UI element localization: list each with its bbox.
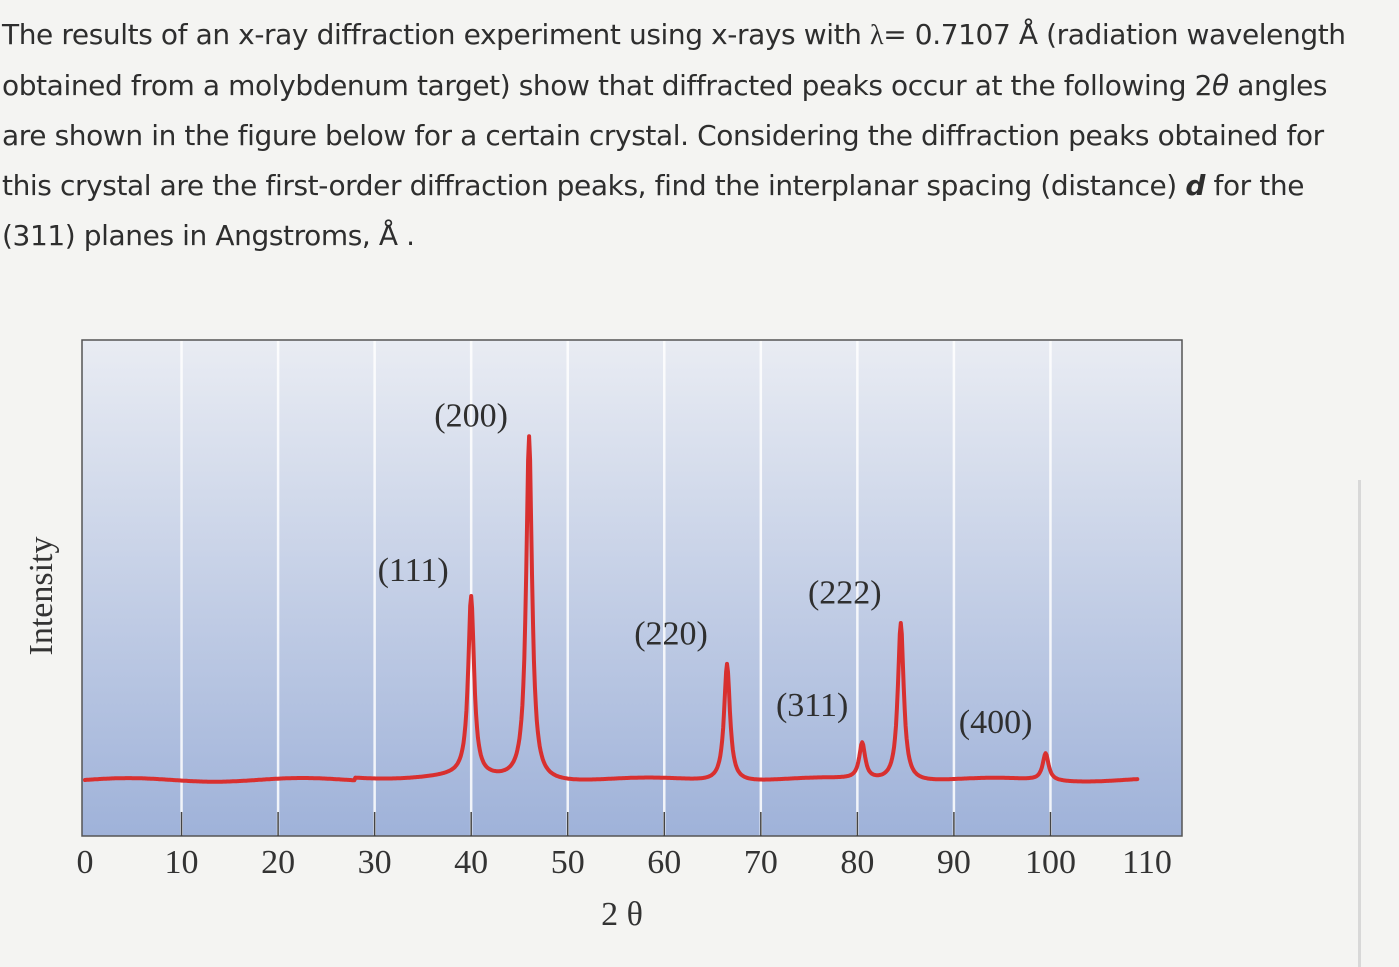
- peak-label: (311): [776, 687, 848, 724]
- d-symbol: d: [1185, 169, 1205, 202]
- theta-symbol: θ: [1212, 69, 1229, 102]
- x-tick-label: 20: [261, 844, 295, 881]
- peak-label: (200): [434, 397, 508, 434]
- x-axis-ticks: [180, 812, 1052, 836]
- x-tick-label: 10: [165, 844, 199, 881]
- y-axis-label: Intensity: [23, 537, 60, 656]
- x-tick-label: 70: [744, 844, 778, 881]
- grid-lines: [180, 341, 1052, 835]
- x-tick-label: 80: [840, 844, 874, 881]
- question-line-4-b: for the: [1204, 169, 1305, 202]
- lambda-symbol: λ: [870, 20, 884, 51]
- x-axis-label: 2 θ: [601, 896, 643, 933]
- peak-labels: (111) (200) (220) (311) (222) (400): [378, 397, 1033, 741]
- x-tick-label: 60: [647, 844, 681, 881]
- x-tick-label: 30: [358, 844, 392, 881]
- diffraction-trace: [83, 434, 1140, 784]
- question-text: The results of an x-ray diffraction expe…: [2, 10, 1397, 261]
- question-line-1-b: = 0.7107 Å (radiation wavelength: [883, 18, 1346, 51]
- question-line-4-a: this crystal are the first-order diffrac…: [2, 169, 1186, 202]
- peak-label: (222): [808, 575, 882, 612]
- plot-area: [81, 339, 1183, 837]
- question-line-3: are shown in the figure below for a cert…: [2, 119, 1324, 152]
- x-tick-label: 50: [551, 844, 585, 881]
- question-line-1: The results of an x-ray diffraction expe…: [2, 10, 1397, 61]
- question-line-5: (311) planes in Angstroms, Å .: [2, 219, 415, 252]
- x-axis-tick-labels: 0 10 20 30 40 50 60 70 80 90 100 110: [77, 844, 1172, 881]
- x-tick-label: 110: [1122, 844, 1172, 881]
- page-edge-divider: [1358, 480, 1361, 967]
- x-tick-label: 40: [454, 844, 488, 881]
- question-line-2: obtained from a molybdenum target) show …: [2, 61, 1397, 111]
- question-line-4: this crystal are the first-order diffrac…: [2, 161, 1397, 211]
- peak-label: (111): [378, 552, 449, 589]
- x-tick-label: 0: [77, 844, 94, 881]
- question-line-1-a: The results of an x-ray diffraction expe…: [2, 18, 871, 51]
- x-tick-label: 100: [1025, 844, 1076, 881]
- question-line-2-b: angles: [1228, 69, 1328, 102]
- peak-label: (220): [634, 615, 708, 652]
- x-tick-label: 90: [937, 844, 971, 881]
- peak-label: (400): [959, 704, 1033, 741]
- question-line-2-a: obtained from a molybdenum target) show …: [2, 69, 1213, 102]
